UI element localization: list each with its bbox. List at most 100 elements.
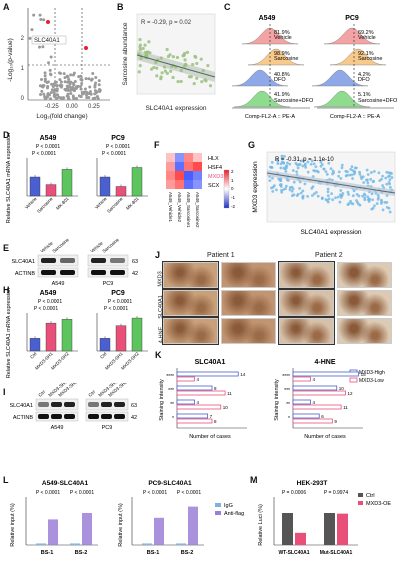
volcano-point: [93, 92, 97, 96]
flow-histogram-curve: [323, 27, 381, 45]
m-p1: P = 0.0006: [282, 490, 306, 496]
scatter-point: [327, 161, 331, 165]
panel-label: H: [3, 285, 10, 295]
m-title: HEK-293T: [297, 480, 328, 487]
stat-label: R = -0.29, p = 0.02: [141, 20, 192, 26]
volcano-point: [91, 71, 95, 75]
l-ylabel-left: Relative input (%): [10, 503, 16, 547]
c-r-name-2: DFO: [358, 77, 370, 83]
h-p4: P < 0.0001: [104, 306, 128, 312]
bar: [82, 513, 92, 545]
l-ylabel-right: Relative input (%): [118, 503, 124, 547]
l-right-title: PC9-SLC40A1: [148, 480, 192, 487]
scatter-point: [330, 192, 334, 196]
scatter-point: [334, 196, 337, 200]
bar-value: 8: [214, 386, 217, 391]
scatter-point: [282, 166, 286, 170]
volcano-point: [55, 84, 59, 88]
i-row2: ACTINB: [13, 415, 34, 421]
heatmap-cell: [184, 171, 193, 180]
bar: [324, 513, 335, 545]
c-r-pct-3: 5.1%: [358, 92, 371, 98]
volcano-point: [50, 82, 54, 86]
k-xlabel-right: Number of cases: [304, 434, 346, 440]
svg-text:0.00: 0.00: [66, 104, 78, 110]
category-label: ****: [282, 374, 290, 380]
scatter-point: [268, 179, 272, 183]
scatter-point: [175, 55, 180, 60]
heatmap-cell: [166, 153, 175, 162]
scatter-point: [179, 68, 183, 73]
volcano-point: [63, 80, 67, 84]
scatter-point: [192, 81, 196, 86]
i-kd2: 42: [131, 415, 137, 421]
volcano-point: [69, 91, 73, 95]
bar: [29, 176, 41, 197]
volcano-point: [40, 89, 44, 93]
category-label: *: [172, 416, 174, 422]
scatter-point: [314, 165, 318, 169]
heatmap-cell: [184, 153, 193, 162]
volcano-point: [85, 93, 89, 97]
scatter-point: [149, 67, 154, 71]
scatter-point: [344, 169, 348, 173]
scatter-point: [270, 186, 273, 190]
scatter-point: [176, 79, 180, 84]
scatter-point: [138, 38, 142, 42]
volcano-point: [46, 80, 50, 84]
flow-histogram-curve: [313, 90, 371, 108]
scatter-point: [347, 202, 351, 206]
bar-value: 4: [313, 377, 316, 382]
flow-histogram-curve: [233, 90, 291, 108]
bar: [176, 418, 213, 424]
l-p2: P < 0.0001: [70, 490, 94, 496]
scatter-point: [366, 173, 370, 176]
scatter-point: [276, 162, 280, 166]
scatter-point: [373, 204, 376, 208]
e-row2: ACTINB: [15, 271, 36, 277]
scatter-point: [355, 199, 358, 202]
scatter-point: [352, 189, 356, 193]
e-kd2: 42: [132, 271, 138, 277]
panel-j: J Patient 1 Patient 2 MXD3 SLC40A1 4-HNE: [155, 248, 400, 348]
scatter-point: [313, 169, 317, 173]
e-cell1: A549: [52, 281, 65, 287]
scatter-point: [388, 210, 392, 214]
category-label: BS-1: [147, 550, 160, 556]
volcano-point: [53, 80, 57, 84]
scatter-point: [316, 194, 320, 198]
f-col-1: A549_Vehicle2: [177, 192, 182, 223]
scatter-point: [283, 154, 286, 158]
bar: [292, 390, 346, 396]
ihc-image: [221, 318, 276, 344]
volcano-point: [49, 55, 53, 59]
scatter-point: [284, 169, 288, 173]
scatter-point: [385, 201, 389, 204]
bar-value: 10: [339, 386, 345, 391]
volcano-point: [38, 45, 42, 49]
c-l-pct-3: 41.9%: [274, 92, 290, 98]
volcano-point: [88, 85, 92, 89]
scatter-point: [376, 197, 380, 201]
volcano-point: [52, 90, 56, 94]
bar-value: 4: [197, 400, 200, 405]
scatter-point: [337, 174, 341, 178]
scatter-point: [324, 198, 328, 201]
volcano-point: [57, 95, 61, 99]
scatter-point: [145, 50, 149, 54]
scatter-point: [381, 184, 384, 187]
bar-chart-k: SLC40A1 4-HNE Staining intensity Stainin…: [159, 359, 385, 440]
c-l-pct-0: 81.9%: [274, 30, 290, 36]
volcano-point: [95, 94, 99, 98]
scatter-point: [351, 177, 354, 180]
panel-label: D: [3, 130, 10, 140]
volcano-highlight-point: [46, 20, 50, 24]
l-legend1: IgG: [224, 503, 233, 509]
scatter-point: [296, 166, 300, 170]
panel-label: J: [155, 250, 161, 260]
h-left-title: A549: [40, 290, 57, 297]
scatter-point: [290, 189, 294, 193]
bar: [176, 543, 186, 545]
scatter-point: [381, 174, 384, 178]
scatter-point: [155, 74, 159, 78]
